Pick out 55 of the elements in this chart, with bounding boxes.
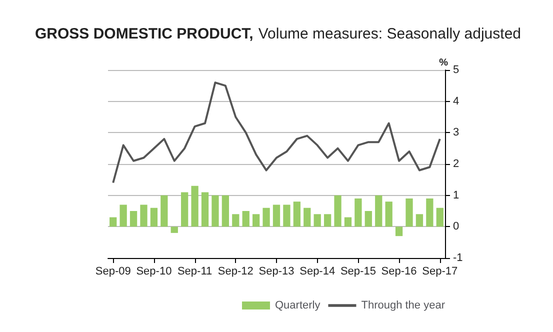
bar (385, 202, 392, 227)
bar (436, 208, 444, 227)
legend-label: Through the year (361, 300, 446, 312)
bar (334, 195, 342, 227)
bar (283, 204, 290, 227)
bar (344, 217, 352, 227)
bar (375, 195, 382, 227)
y-tick-label: 0 (453, 220, 460, 233)
bar (395, 226, 403, 236)
bar (262, 208, 270, 227)
bar (212, 195, 219, 227)
bar (354, 198, 362, 227)
x-tick-label: Sep-16 (381, 266, 417, 278)
bar (314, 214, 321, 227)
x-tick-label: Sep-14 (300, 266, 336, 278)
bar (293, 202, 300, 227)
bar (232, 214, 240, 227)
bar (242, 211, 250, 227)
bar (160, 195, 168, 227)
x-tick-label: Sep-09 (95, 266, 131, 278)
bar (252, 214, 260, 227)
bar (426, 198, 434, 227)
y-axis-title: % (439, 58, 448, 68)
x-tick-label: Sep-10 (136, 266, 172, 278)
legend-label: Quarterly (274, 300, 321, 312)
bar (150, 208, 158, 227)
bar (272, 204, 280, 227)
bar (110, 217, 117, 227)
bar (140, 204, 148, 227)
x-tick-label: Sep-17 (422, 266, 458, 278)
bar (120, 204, 127, 227)
bar (181, 192, 188, 227)
bar (222, 195, 230, 227)
x-tick-label: Sep-11 (177, 266, 212, 278)
y-tick-label: 2 (453, 158, 460, 170)
bar (130, 211, 138, 227)
bar (406, 198, 413, 227)
x-tick-label: Sep-13 (258, 266, 294, 278)
bar (201, 192, 209, 227)
x-tick-label: Sep-15 (340, 266, 376, 278)
bar (170, 226, 178, 233)
bar (304, 208, 311, 227)
chart-title: GROSS DOMESTIC PRODUCT, (35, 26, 254, 42)
y-tick-label: 4 (453, 95, 460, 108)
y-tick-label: -1 (453, 252, 463, 264)
bar (364, 211, 372, 227)
y-tick-label: 1 (453, 189, 460, 202)
chart-subtitle: Volume measures: Seasonally adjusted (258, 26, 522, 42)
y-tick-label: 3 (453, 126, 460, 139)
bar (324, 214, 332, 227)
bar (191, 186, 198, 227)
x-tick-label: Sep-12 (218, 266, 254, 278)
y-tick-label: 5 (453, 64, 460, 76)
line-series (112, 82, 441, 184)
bar (416, 214, 424, 227)
